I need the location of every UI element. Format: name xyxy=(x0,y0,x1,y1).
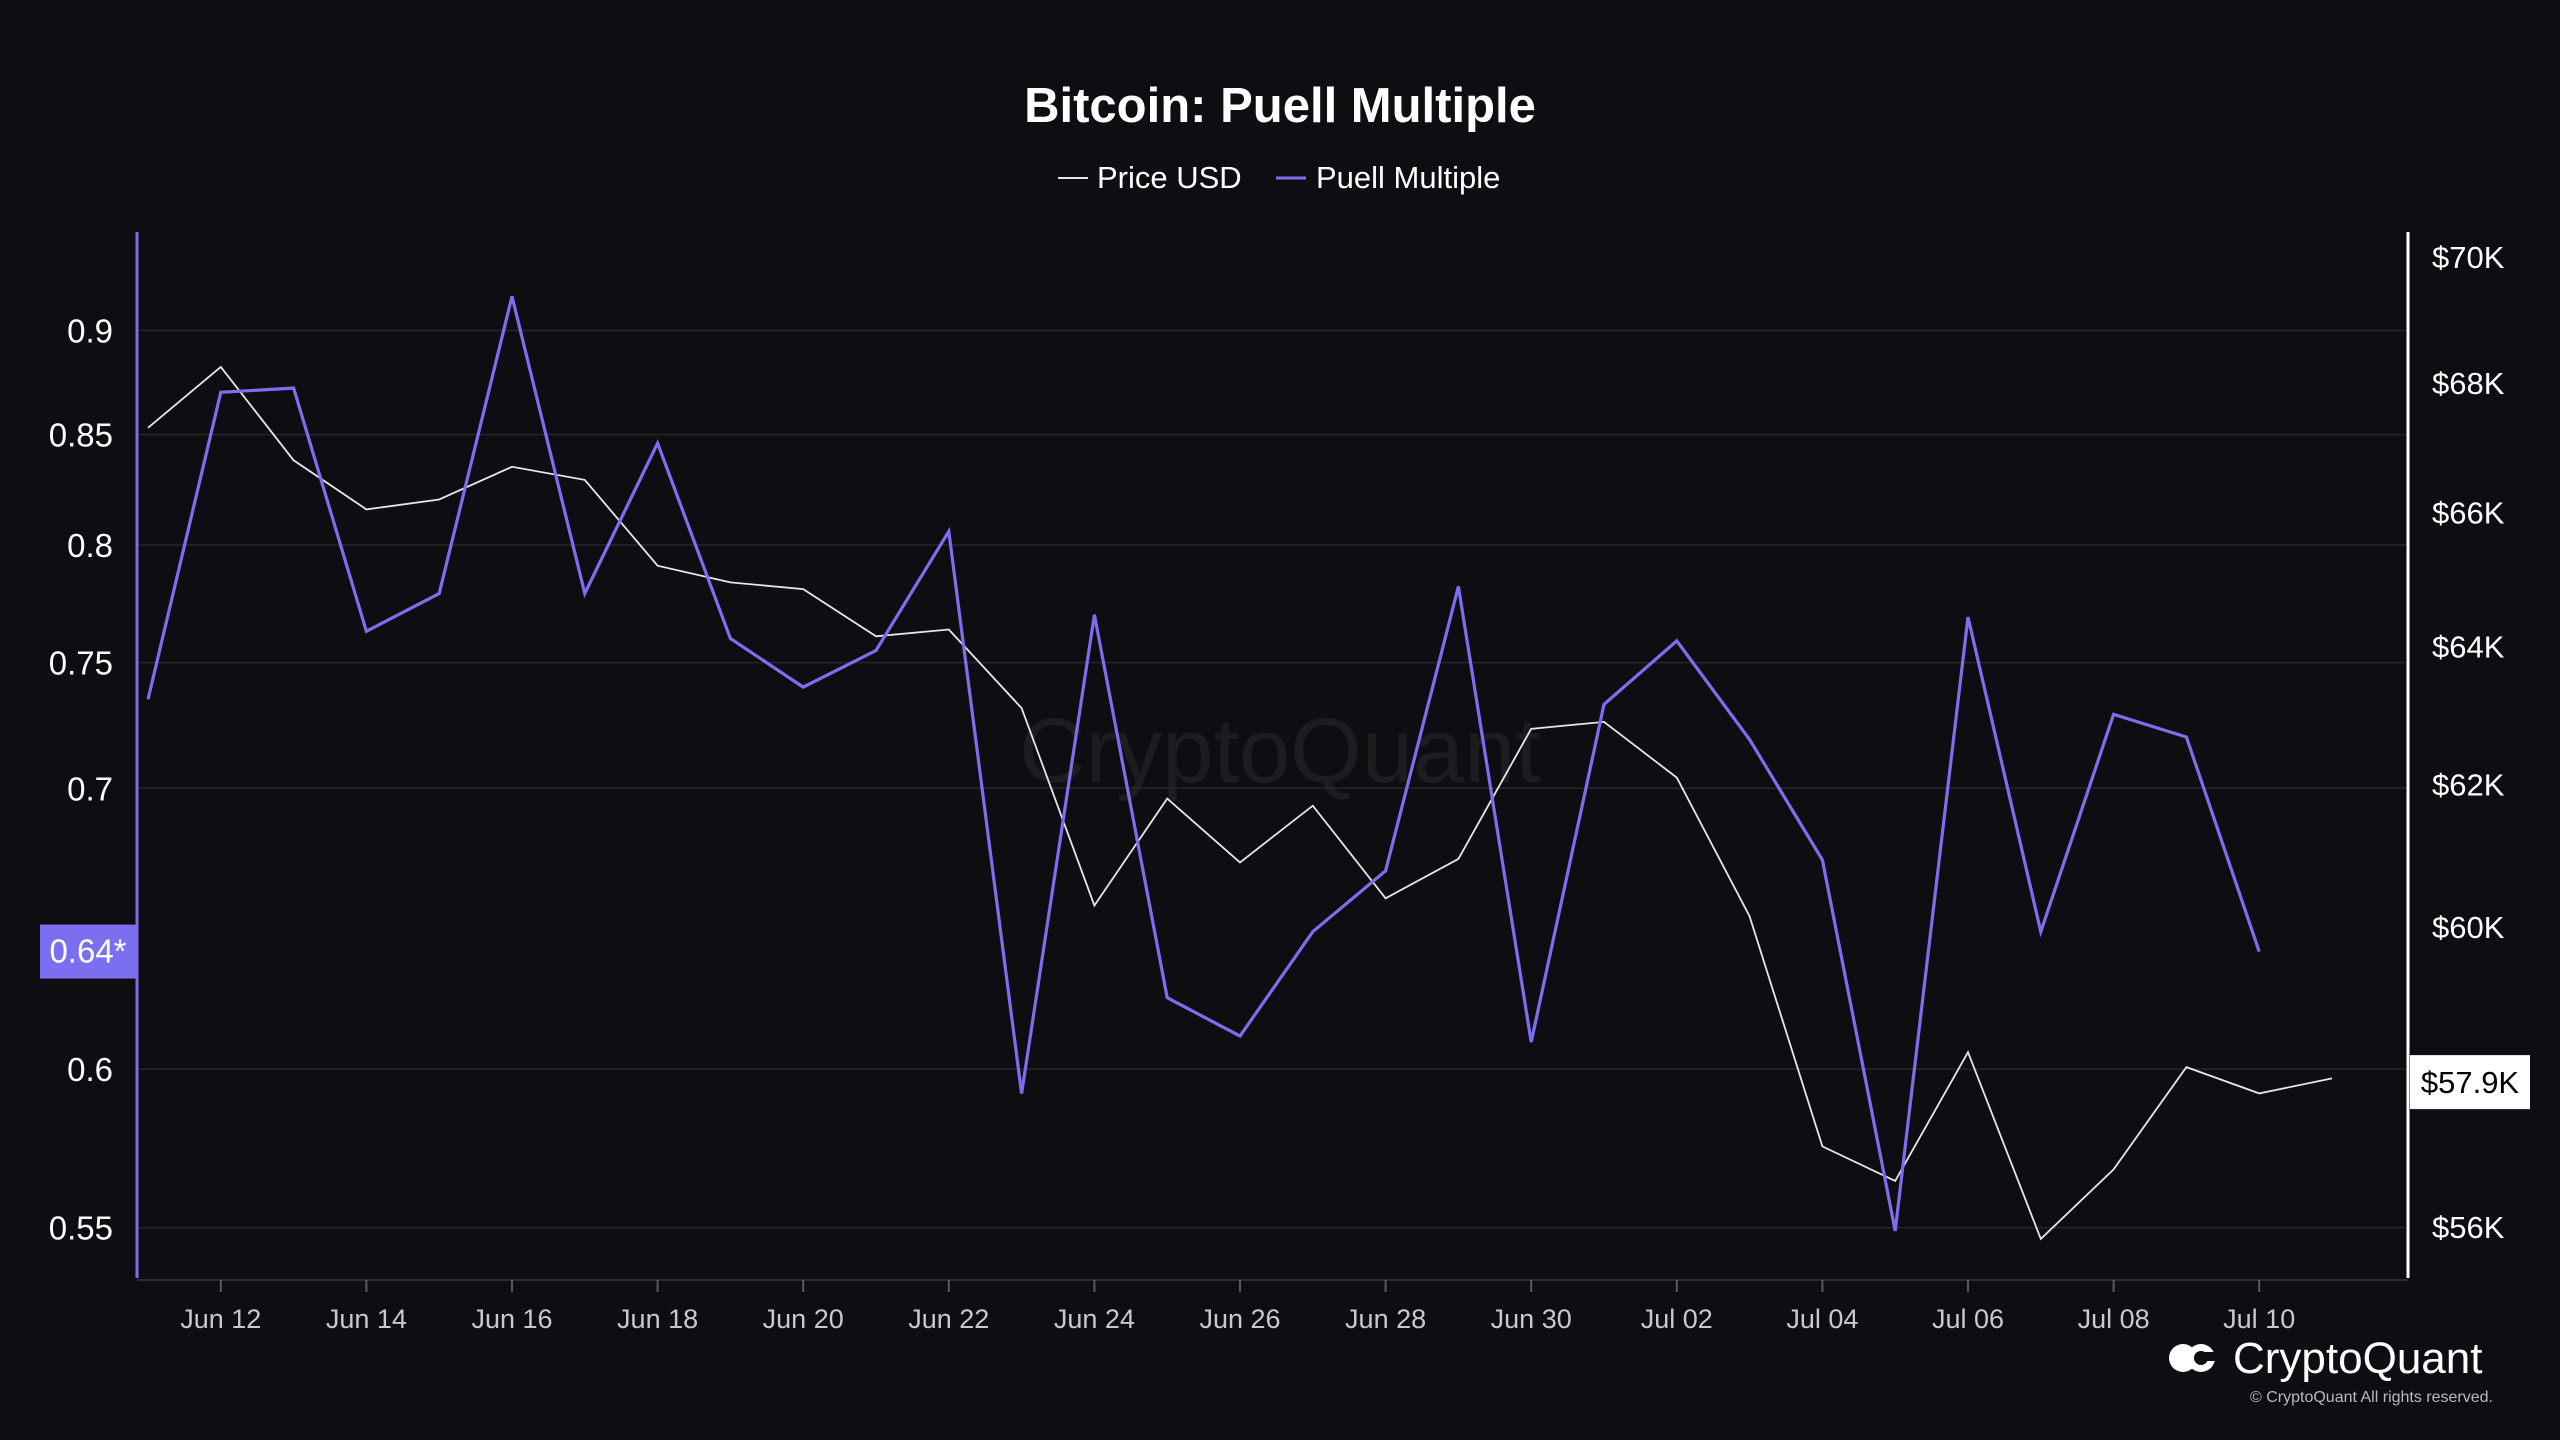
left-current-badge: 0.64* xyxy=(40,924,137,979)
right-tick-label: $56K xyxy=(2432,1210,2505,1245)
right-tick-label: $70K xyxy=(2432,240,2505,275)
x-tick-label: Jun 14 xyxy=(326,1304,407,1334)
x-tick-label: Jul 06 xyxy=(1932,1304,2004,1334)
legend-item-puell[interactable]: Puell Multiple xyxy=(1276,160,1500,195)
right-current-badge: $57.9K xyxy=(2410,1055,2530,1110)
x-tick-label: Jun 28 xyxy=(1345,1304,1426,1334)
x-tick-label: Jun 18 xyxy=(617,1304,698,1334)
left-axis-ticks: 0.9 0.85 0.8 0.75 0.7 0.6 0.55 xyxy=(49,312,113,1246)
x-tick-label: Jun 24 xyxy=(1054,1304,1135,1334)
x-tick-label: Jul 04 xyxy=(1786,1304,1858,1334)
x-tick-label: Jul 02 xyxy=(1641,1304,1713,1334)
left-tick-label: 0.6 xyxy=(67,1051,113,1088)
right-tick-label: $62K xyxy=(2432,768,2505,803)
left-tick-label: 0.8 xyxy=(67,527,113,564)
left-tick-label: 0.75 xyxy=(49,645,113,682)
price-usd-line xyxy=(147,365,2333,1241)
right-current-badge-label: $57.9K xyxy=(2421,1065,2520,1100)
x-tick-label: Jun 16 xyxy=(471,1304,552,1334)
x-tick-label: Jul 08 xyxy=(2078,1304,2150,1334)
legend-item-price[interactable]: Price USD xyxy=(1058,160,1242,195)
right-tick-label: $68K xyxy=(2432,366,2505,401)
x-tick-label: Jun 26 xyxy=(1199,1304,1280,1334)
cryptoquant-logo-icon xyxy=(2169,1344,2218,1372)
right-tick-label: $60K xyxy=(2432,910,2505,945)
puell-multiple-line xyxy=(146,296,2261,1232)
brand-logo: CryptoQuant © CryptoQuant All rights res… xyxy=(2169,1334,2493,1406)
watermark-text: CryptoQuant xyxy=(1019,700,1541,802)
left-tick-label: 0.85 xyxy=(49,417,113,454)
left-tick-label: 0.9 xyxy=(67,312,113,349)
grid-lines xyxy=(137,329,2408,1229)
legend: Price USD Puell Multiple xyxy=(1058,160,1500,195)
x-tick-label: Jun 22 xyxy=(908,1304,989,1334)
copyright-text: © CryptoQuant All rights reserved. xyxy=(2250,1389,2493,1406)
brand-name: CryptoQuant xyxy=(2233,1334,2482,1383)
left-tick-label: 0.7 xyxy=(67,770,113,807)
chart-title: Bitcoin: Puell Multiple xyxy=(1024,79,1536,133)
legend-label-price: Price USD xyxy=(1097,160,1242,195)
x-tick-label: Jun 20 xyxy=(763,1304,844,1334)
right-current-badge-bg xyxy=(2410,1055,2530,1110)
x-tick-label: Jun 30 xyxy=(1491,1304,1572,1334)
right-axis-ticks: $70K $68K $66K $64K $62K $60K $56K xyxy=(2432,240,2505,1245)
legend-label-puell: Puell Multiple xyxy=(1316,160,1500,195)
right-tick-label: $66K xyxy=(2432,496,2505,531)
right-tick-label: $64K xyxy=(2432,630,2505,665)
left-current-badge-bg xyxy=(40,924,137,979)
series-layer xyxy=(146,296,2333,1241)
left-current-badge-label: 0.64* xyxy=(49,933,126,970)
x-axis-ticks: Jun 12 Jun 14 Jun 16 Jun 18 Jun 20 Jun 22 Jun … xyxy=(180,1280,2295,1334)
x-tick-label: Jul 10 xyxy=(2223,1304,2295,1334)
left-tick-label: 0.55 xyxy=(49,1210,113,1247)
x-tick-label: Jun 12 xyxy=(180,1304,261,1334)
